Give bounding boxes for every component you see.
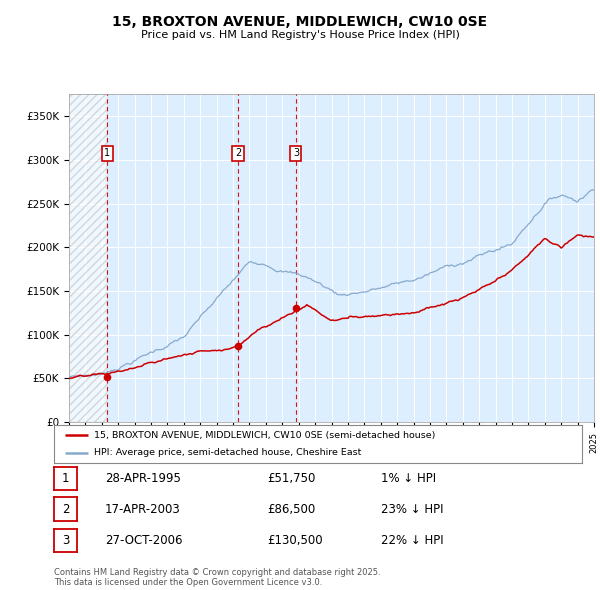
Text: 15, BROXTON AVENUE, MIDDLEWICH, CW10 0SE (semi-detached house): 15, BROXTON AVENUE, MIDDLEWICH, CW10 0SE… <box>94 431 435 440</box>
Text: 3: 3 <box>293 148 299 158</box>
Text: 22% ↓ HPI: 22% ↓ HPI <box>381 534 443 547</box>
Text: 1: 1 <box>62 472 69 485</box>
Text: 2: 2 <box>235 148 241 158</box>
Text: 23% ↓ HPI: 23% ↓ HPI <box>381 503 443 516</box>
Text: 27-OCT-2006: 27-OCT-2006 <box>105 534 182 547</box>
Text: £51,750: £51,750 <box>267 472 316 485</box>
Text: 28-APR-1995: 28-APR-1995 <box>105 472 181 485</box>
Text: 2: 2 <box>62 503 69 516</box>
Text: £130,500: £130,500 <box>267 534 323 547</box>
Text: HPI: Average price, semi-detached house, Cheshire East: HPI: Average price, semi-detached house,… <box>94 448 361 457</box>
Text: 3: 3 <box>62 534 69 547</box>
Text: 1% ↓ HPI: 1% ↓ HPI <box>381 472 436 485</box>
Text: £86,500: £86,500 <box>267 503 315 516</box>
Text: 17-APR-2003: 17-APR-2003 <box>105 503 181 516</box>
Text: Contains HM Land Registry data © Crown copyright and database right 2025.
This d: Contains HM Land Registry data © Crown c… <box>54 568 380 587</box>
Text: Price paid vs. HM Land Registry's House Price Index (HPI): Price paid vs. HM Land Registry's House … <box>140 30 460 40</box>
Text: 1: 1 <box>104 148 110 158</box>
Bar <box>69 94 107 422</box>
Text: 15, BROXTON AVENUE, MIDDLEWICH, CW10 0SE: 15, BROXTON AVENUE, MIDDLEWICH, CW10 0SE <box>112 15 488 29</box>
